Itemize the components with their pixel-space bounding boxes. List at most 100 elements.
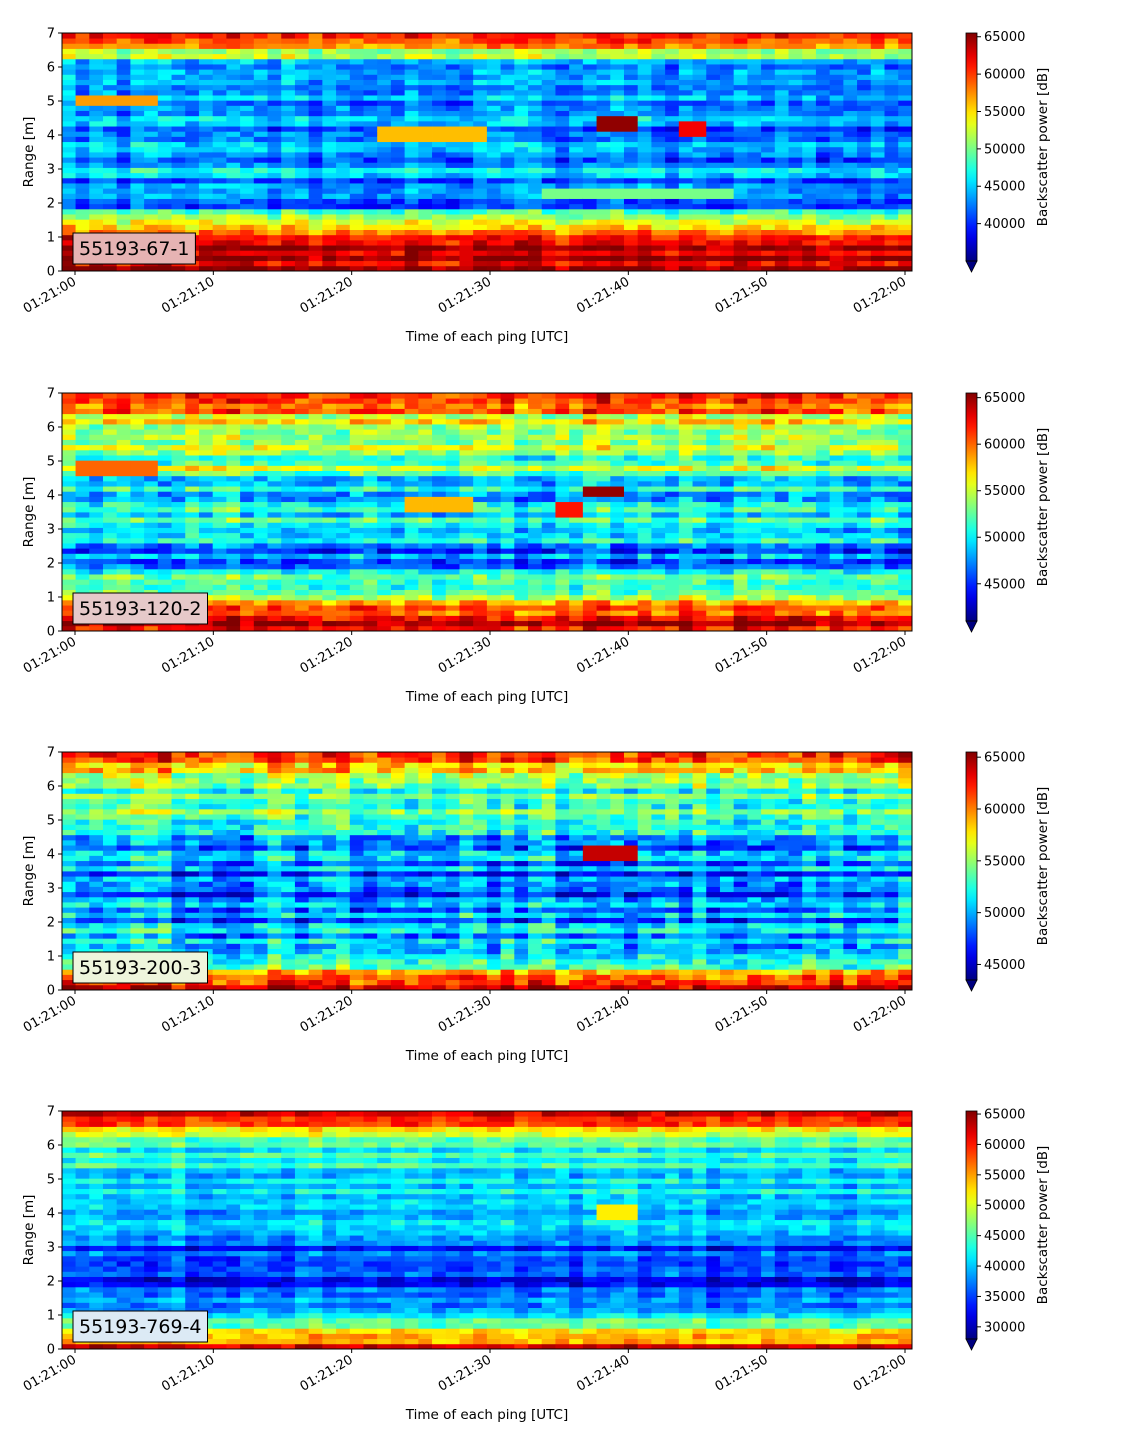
- heatmap-cell: [322, 162, 337, 168]
- heatmap-cell: [404, 584, 419, 590]
- heatmap-cell: [144, 95, 159, 101]
- heatmap-cell: [473, 120, 488, 127]
- heatmap-cell: [637, 599, 652, 606]
- heatmap-cell: [144, 460, 159, 466]
- heatmap-cell: [308, 255, 323, 262]
- heatmap-cell: [171, 53, 186, 60]
- heatmap-cell: [857, 43, 872, 49]
- heatmap-cell: [404, 58, 419, 65]
- heatmap-cell: [281, 265, 296, 272]
- heatmap-cell: [130, 439, 145, 446]
- heatmap-cell: [62, 403, 76, 409]
- heatmap-cell: [390, 491, 406, 497]
- heatmap-cell: [486, 532, 501, 539]
- heatmap-cell: [665, 584, 680, 590]
- heatmap-cell: [294, 408, 310, 415]
- heatmap-cell: [582, 532, 597, 539]
- heatmap-cell: [555, 250, 570, 256]
- heatmap-cell: [637, 84, 652, 91]
- heatmap-cell: [692, 43, 707, 49]
- heatmap-cell: [267, 594, 282, 601]
- heatmap-cell: [157, 203, 172, 210]
- heatmap-cell: [212, 574, 227, 580]
- heatmap-cell: [185, 455, 200, 461]
- heatmap-cell: [157, 475, 172, 482]
- heatmap-cell: [486, 79, 501, 86]
- heatmap-cell: [171, 532, 186, 539]
- heatmap-cell: [240, 157, 255, 163]
- heatmap-cell: [473, 157, 488, 163]
- heatmap-cell: [651, 393, 666, 399]
- heatmap-cell: [486, 537, 501, 544]
- heatmap-cell: [555, 434, 570, 440]
- heatmap-cell: [62, 146, 76, 153]
- heatmap-cell: [678, 610, 693, 616]
- heatmap-cell: [308, 89, 323, 96]
- heatmap-cell: [514, 188, 529, 194]
- heatmap-cell: [514, 224, 529, 230]
- heatmap-cell: [541, 599, 556, 606]
- heatmap-cell: [692, 141, 707, 148]
- heatmap-cell: [308, 579, 323, 585]
- heatmap-cell: [390, 219, 406, 225]
- heatmap-cell: [404, 33, 419, 39]
- heatmap-cell: [596, 599, 611, 606]
- heatmap-cell: [336, 224, 351, 230]
- heatmap-cell: [555, 95, 570, 101]
- heatmap-cell: [144, 413, 159, 420]
- heatmap-cell: [377, 439, 392, 446]
- heatmap-cell: [281, 100, 296, 106]
- heatmap-cell: [212, 38, 227, 44]
- heatmap-cell: [212, 460, 227, 466]
- heatmap-cell: [390, 260, 406, 267]
- heatmap-cell: [747, 89, 762, 96]
- heatmap-cell: [226, 203, 241, 210]
- heatmap-cell: [226, 449, 241, 456]
- heatmap-cell: [89, 69, 104, 75]
- heatmap-cell: [404, 69, 419, 75]
- heatmap-cell: [473, 470, 488, 477]
- heatmap-cell: [308, 234, 323, 241]
- heatmap-cell: [623, 38, 639, 44]
- heatmap-cell: [294, 393, 310, 399]
- heatmap-cell: [528, 58, 543, 65]
- heatmap-cell: [253, 465, 268, 471]
- heatmap-cell: [377, 605, 392, 611]
- heatmap-cell: [349, 465, 364, 471]
- heatmap-cell: [445, 563, 460, 570]
- heatmap-cell: [130, 198, 145, 205]
- heatmap-cell: [596, 152, 611, 158]
- heatmap-cell: [473, 620, 488, 627]
- heatmap-cell: [377, 265, 392, 272]
- heatmap-cell: [116, 167, 131, 174]
- heatmap-cell: [719, 219, 735, 225]
- heatmap-cell: [541, 131, 556, 137]
- heatmap-cell: [363, 413, 378, 420]
- heatmap-cell: [555, 245, 570, 251]
- heatmap-cell: [637, 131, 652, 137]
- heatmap-cell: [665, 265, 680, 272]
- heatmap-cell: [185, 506, 200, 513]
- heatmap-cell: [212, 198, 227, 205]
- heatmap-cell: [665, 522, 680, 528]
- heatmap-cell: [528, 131, 543, 137]
- heatmap-cell: [774, 74, 789, 80]
- heatmap-cell: [116, 84, 131, 91]
- heatmap-cell: [253, 255, 268, 262]
- heatmap-cell: [377, 152, 392, 158]
- heatmap-cell: [349, 53, 364, 60]
- heatmap-cell: [582, 43, 597, 49]
- heatmap-cell: [692, 219, 707, 225]
- heatmap-cell: [486, 152, 501, 158]
- heatmap-cell: [281, 418, 296, 425]
- heatmap-cell: [596, 255, 611, 262]
- heatmap-cell: [404, 115, 419, 122]
- heatmap-cell: [802, 33, 817, 39]
- heatmap-cell: [144, 537, 159, 544]
- heatmap-cell: [528, 157, 543, 163]
- heatmap-cell: [226, 620, 241, 627]
- heatmap-cell: [294, 74, 310, 80]
- heatmap-cell: [829, 53, 844, 60]
- heatmap-cell: [665, 198, 680, 205]
- heatmap-cell: [62, 455, 76, 461]
